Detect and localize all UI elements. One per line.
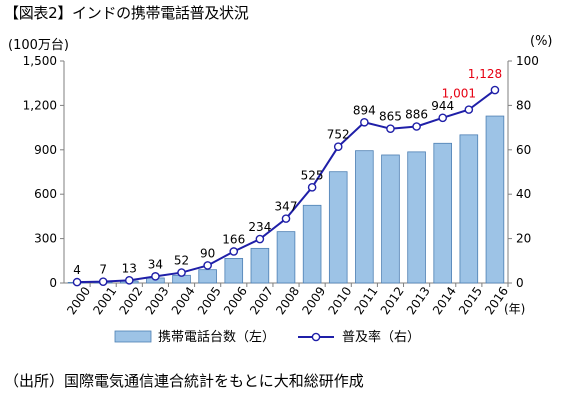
- bar-data-label: 894: [353, 103, 376, 117]
- bar: [433, 142, 452, 284]
- x-tick-label: 2000: [64, 284, 93, 317]
- line-point: [98, 277, 108, 286]
- left-tick-label: 1,200: [23, 98, 57, 112]
- line-point: [229, 247, 239, 256]
- bar-data-label: 347: [275, 200, 298, 214]
- line-point: [255, 234, 265, 244]
- right-tick-label: 60: [516, 143, 531, 157]
- line-point: [438, 113, 448, 123]
- line-point: [386, 124, 395, 134]
- line-point: [177, 268, 186, 277]
- bar-data-label: 4: [73, 263, 81, 277]
- x-tick-label: 2003: [143, 284, 172, 317]
- x-tick-label: 2005: [195, 284, 224, 317]
- line-point: [151, 272, 160, 281]
- line-point: [412, 122, 421, 131]
- bar-data-label: 1,001: [442, 87, 476, 101]
- right-tick-label: 0: [516, 276, 524, 290]
- x-tick-label: 2008: [273, 284, 302, 317]
- bar-data-label: 752: [327, 128, 350, 142]
- left-tick-label: 900: [34, 143, 57, 157]
- x-tick-label: 2006: [221, 284, 250, 317]
- chart-title: 【図表2】インドの携帯電話普及状況: [4, 4, 249, 22]
- bar-data-label: 944: [431, 99, 454, 113]
- line-point: [464, 105, 474, 114]
- legend-line-label: 普及率（右）: [342, 329, 420, 345]
- x-tick-label: 2015: [456, 284, 485, 317]
- bar-data-label: 234: [248, 220, 271, 234]
- bar: [328, 171, 348, 284]
- left-axis-unit: (100万台): [8, 38, 69, 53]
- legend-bar-label: 携帯電話台数（左）: [158, 329, 275, 345]
- x-tick-label: 2004: [169, 284, 198, 317]
- x-tick-label: 2012: [378, 284, 407, 317]
- right-tick-label: 20: [516, 232, 531, 246]
- x-tick-label: 2001: [90, 284, 119, 317]
- bar-data-label: 525: [301, 168, 324, 182]
- left-tick-label: 0: [49, 276, 57, 290]
- bar-data-label: 34: [148, 257, 163, 271]
- line-point: [307, 183, 317, 192]
- left-tick-label: 600: [34, 187, 57, 201]
- bar-data-label: 7: [99, 263, 107, 277]
- x-tick-label: 2013: [404, 284, 433, 317]
- legend-bar-swatch: [114, 330, 152, 343]
- bar: [224, 258, 244, 284]
- bar-data-label: 1,128: [468, 67, 502, 81]
- x-tick-label: 2009: [299, 284, 328, 317]
- bar: [276, 231, 296, 284]
- bar: [302, 204, 322, 284]
- line-point: [281, 214, 291, 223]
- line-point: [333, 142, 343, 151]
- line-point: [203, 261, 212, 270]
- bar: [250, 247, 270, 284]
- legend-line-marker: [311, 332, 321, 342]
- line-point: [360, 117, 369, 127]
- bar-data-label: 52: [174, 254, 189, 268]
- right-axis-unit: (%): [530, 34, 553, 49]
- bar: [355, 150, 374, 284]
- right-tick-label: 40: [516, 187, 531, 201]
- x-tick-label: 2007: [247, 284, 276, 317]
- right-tick-label: 100: [516, 54, 539, 68]
- bar-data-label: 166: [222, 232, 245, 246]
- x-tick-label: 2014: [430, 284, 459, 317]
- source-note: （出所）国際電気通信連合統計をもとに大和総研作成: [4, 372, 364, 390]
- bar: [407, 151, 426, 284]
- bar: [381, 154, 400, 284]
- bar-data-label: 886: [405, 107, 428, 121]
- bar: [198, 269, 217, 284]
- bar: [485, 115, 505, 284]
- x-tick-label: 2010: [325, 284, 354, 317]
- bar-data-label: 865: [379, 110, 402, 124]
- right-tick-label: 80: [516, 98, 531, 112]
- left-tick-label: 1,500: [23, 54, 57, 68]
- line-point: [72, 277, 82, 287]
- bar-data-label: 13: [122, 261, 137, 275]
- bar: [459, 134, 479, 284]
- line-point: [124, 276, 134, 285]
- line-point: [490, 85, 500, 95]
- left-tick-label: 300: [34, 232, 57, 246]
- x-tick-label: 2002: [117, 284, 146, 317]
- bar-data-label: 90: [200, 246, 215, 260]
- x-axis-suffix: (年): [504, 302, 525, 316]
- x-tick-label: 2011: [352, 284, 381, 317]
